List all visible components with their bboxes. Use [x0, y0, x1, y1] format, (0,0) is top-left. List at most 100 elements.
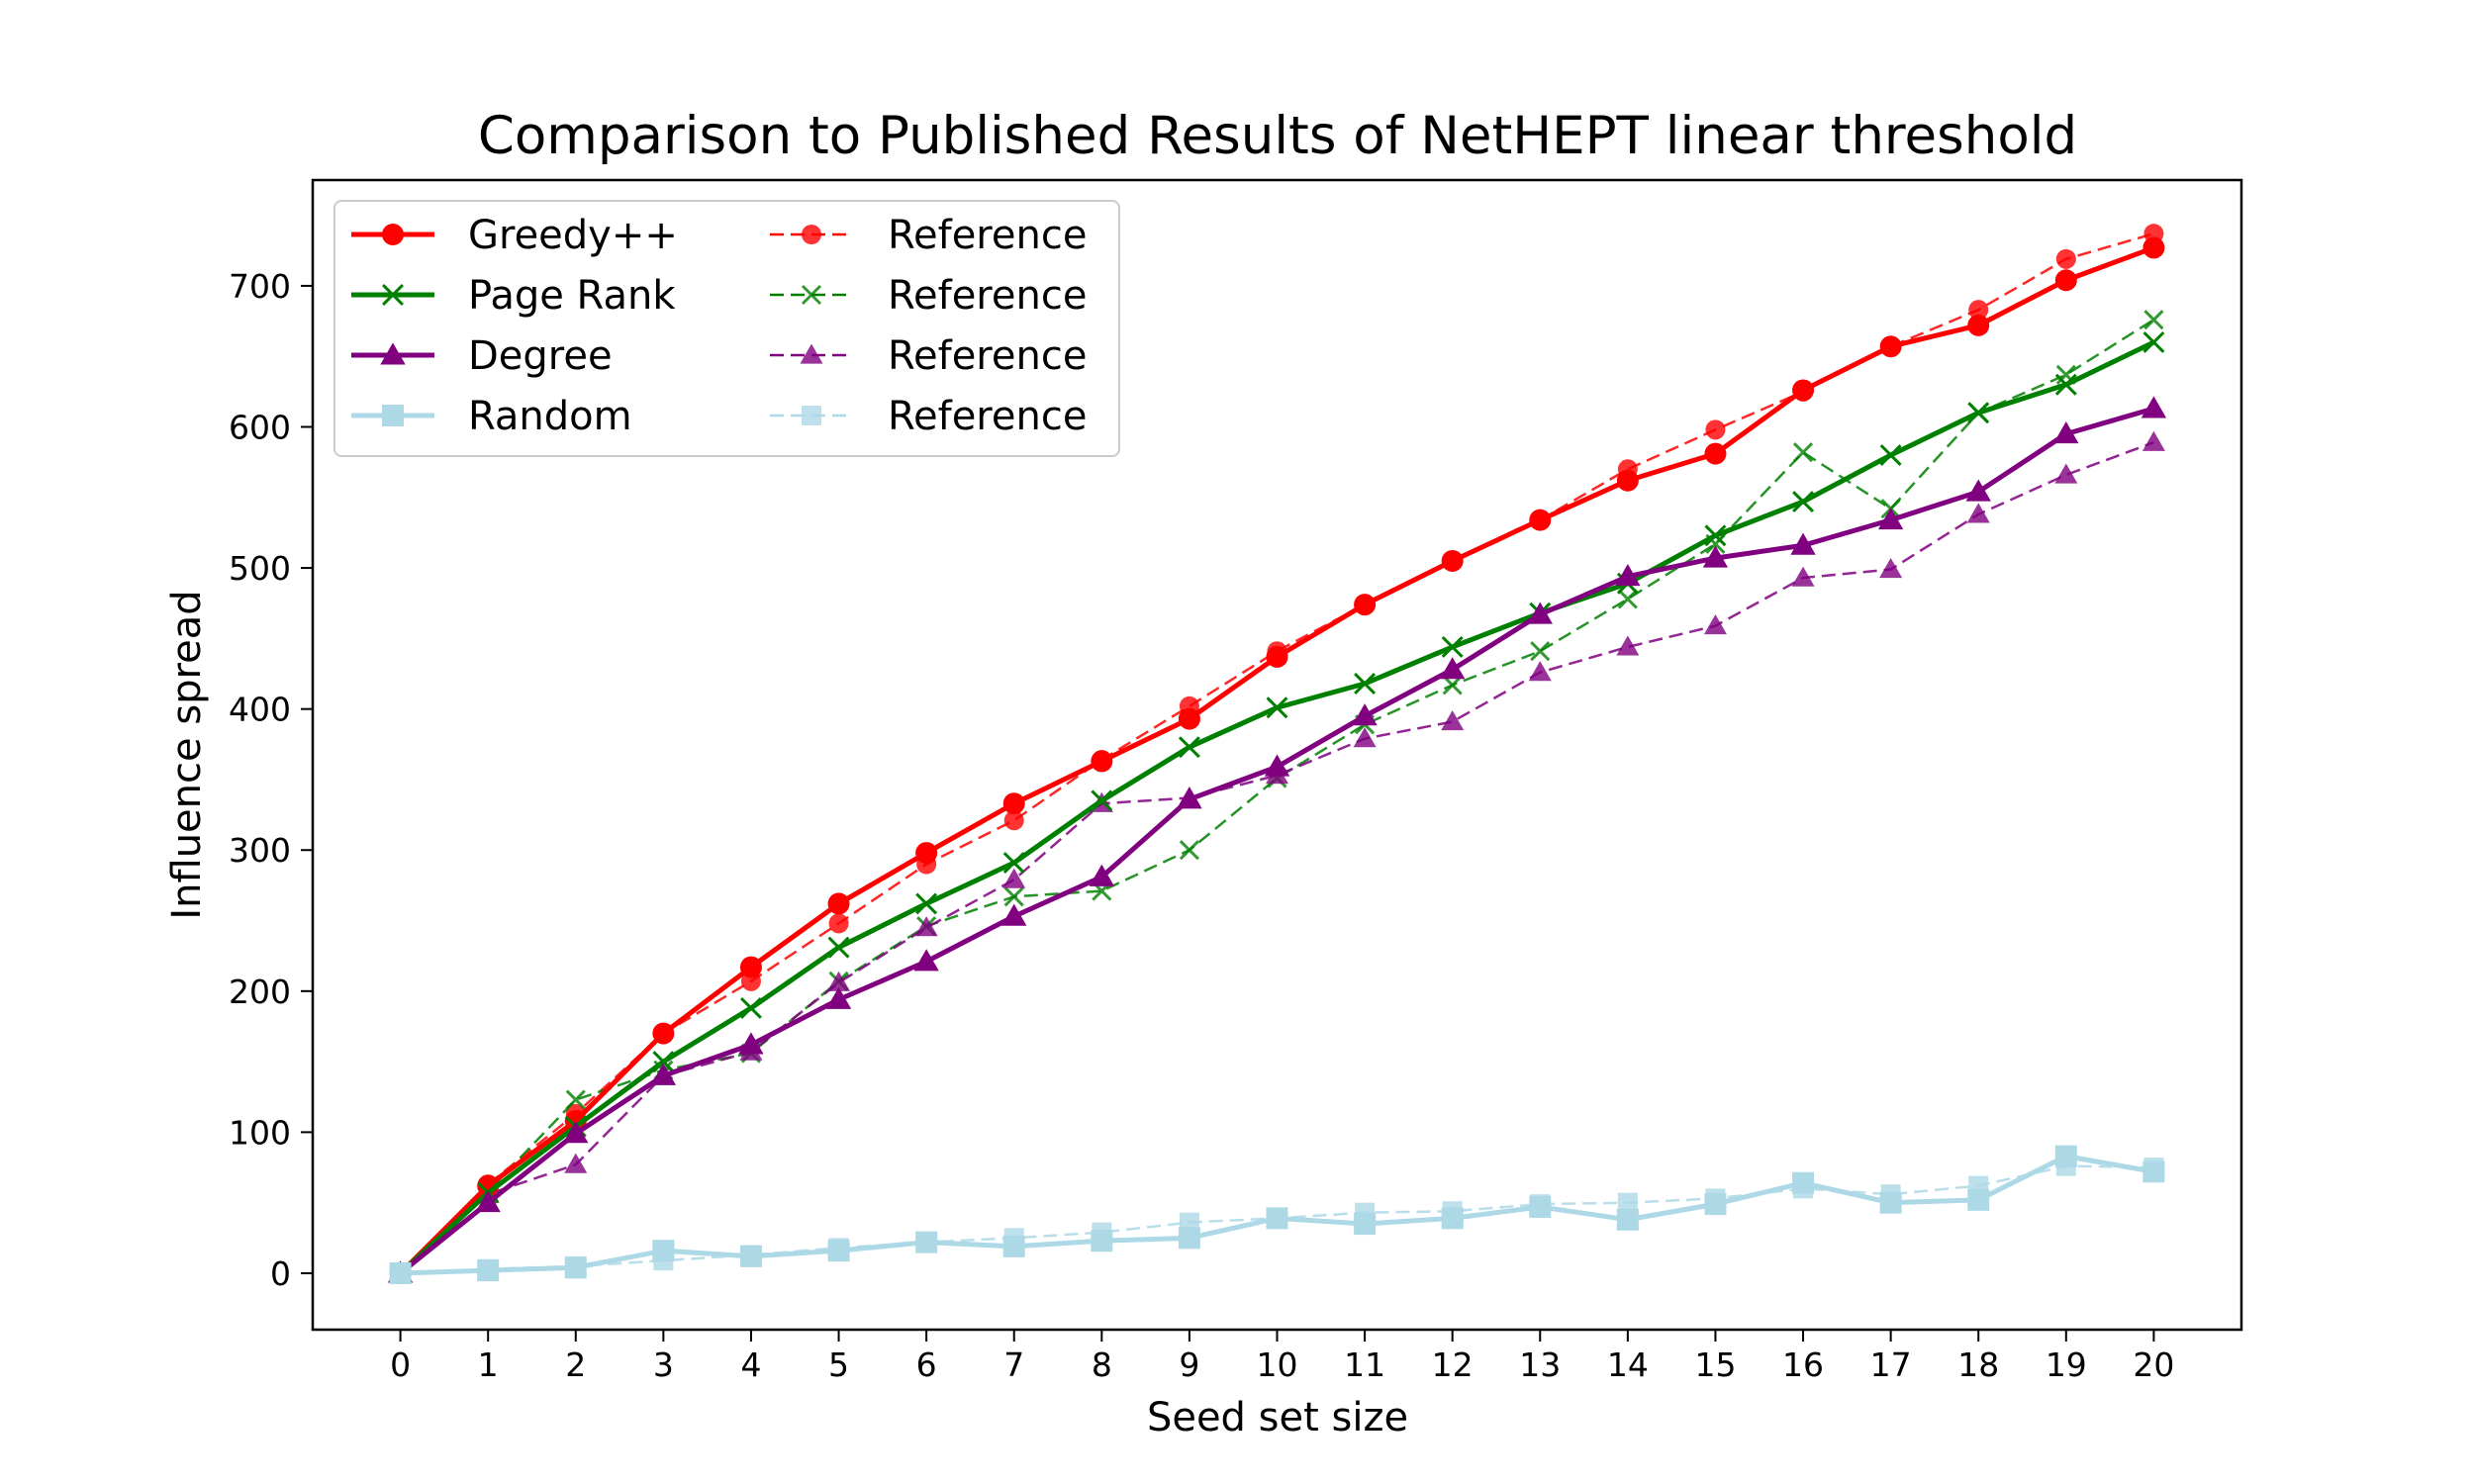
data-point: [1704, 442, 1727, 465]
data-point: [2143, 310, 2164, 330]
data-point: [1441, 549, 1464, 572]
data-point: [825, 986, 852, 1009]
legend: Greedy++ Page Rank Degree Random Reference Re…: [333, 200, 1120, 457]
legend-label: Reference: [888, 213, 1087, 258]
data-point: [1879, 444, 1902, 466]
legend-entry: Reference: [770, 213, 1087, 258]
data-point: [1177, 787, 1202, 809]
x-tick-label: 3: [653, 1345, 674, 1384]
data-point: [1089, 864, 1114, 886]
data-point: [1879, 558, 1903, 579]
x-axis-label: Seed set size: [1147, 1395, 1408, 1440]
x-tick-label: 7: [1003, 1345, 1024, 1384]
x-tick-label: 9: [1179, 1345, 1199, 1384]
data-point: [1617, 589, 1638, 609]
legend-entry: Page Rank: [351, 273, 676, 319]
y-tick-label: 300: [229, 831, 291, 870]
legend-label: Random: [468, 394, 632, 439]
data-point: [1530, 641, 1551, 662]
data-point: [1091, 789, 1113, 812]
y-tick-label: 200: [229, 973, 291, 1011]
axes: 0 1 2 3 4 5 6 7 8 9 10 11 12 13 14 15 16 17 18 19 2001002003…: [229, 267, 2174, 1384]
data-point: [1440, 657, 1466, 680]
data-point: [1966, 503, 1990, 523]
x-tick-label: 15: [1694, 1345, 1736, 1384]
data-point: [1354, 673, 1377, 695]
data-point: [1790, 532, 1816, 555]
y-tick-label: 100: [229, 1113, 291, 1152]
y-tick-label: 600: [229, 409, 291, 447]
data-point: [1353, 727, 1377, 748]
x-tick-label: 5: [828, 1345, 849, 1384]
data-point: [739, 996, 762, 1019]
legend-marker: [382, 405, 404, 426]
data-point: [565, 1089, 586, 1110]
data-point: [827, 892, 850, 915]
data-point: [738, 1032, 764, 1055]
data-point: [1266, 1207, 1288, 1230]
data-point: [1616, 469, 1639, 492]
data-point: [827, 936, 850, 959]
y-tick-label: 700: [229, 267, 291, 306]
data-point: [1354, 1213, 1377, 1236]
data-point: [1178, 736, 1200, 759]
data-point: [827, 971, 851, 991]
x-tick-label: 10: [1257, 1345, 1298, 1384]
data-point: [389, 1261, 412, 1284]
data-point: [1702, 545, 1729, 568]
legend-marker: [800, 343, 823, 364]
x-tick-label: 19: [2046, 1345, 2087, 1384]
data-point: [1091, 1230, 1113, 1252]
legend-label: Greedy++: [468, 213, 678, 258]
data-point: [1616, 635, 1640, 656]
data-point: [913, 949, 939, 972]
data-point: [563, 1121, 589, 1144]
x-tick-label: 14: [1607, 1345, 1649, 1384]
chart-title: Comparison to Published Results of NetHE…: [478, 106, 2077, 166]
y-tick-label: 400: [229, 691, 291, 729]
data-point: [1178, 707, 1200, 730]
data-point: [827, 1240, 850, 1262]
x-tick-label: 16: [1782, 1345, 1824, 1384]
data-point: [1179, 840, 1199, 861]
plot-area: [387, 224, 2167, 1284]
data-point: [652, 1022, 675, 1045]
legend-marker: [802, 225, 821, 244]
data-point: [2055, 248, 2076, 269]
legend-entry: Random: [351, 394, 632, 439]
legend-label: Page Rank: [468, 273, 676, 319]
data-point: [1967, 402, 1990, 424]
data-point: [1002, 1235, 1025, 1257]
x-tick-label: 8: [1092, 1345, 1112, 1384]
legend-marker: [380, 342, 406, 365]
legend-marker: [802, 406, 821, 425]
data-point: [1792, 379, 1815, 402]
data-point: [1441, 1207, 1464, 1230]
data-point: [1704, 524, 1727, 547]
data-point: [1441, 635, 1464, 658]
data-point: [1528, 661, 1552, 682]
data-point: [1527, 602, 1553, 624]
legend-marker: [382, 224, 404, 245]
legend-entry: Greedy++: [351, 213, 678, 258]
data-point: [2141, 430, 2165, 451]
data-point: [1352, 703, 1378, 726]
data-point: [2142, 331, 2165, 353]
data-point: [1264, 754, 1290, 777]
data-point: [1616, 1208, 1639, 1231]
data-point: [1002, 868, 1026, 888]
data-point: [1615, 563, 1641, 587]
series-line: [399, 319, 2155, 1274]
data-point: [477, 1259, 500, 1282]
plot-frame: [311, 178, 2243, 1332]
x-tick-label: 1: [478, 1345, 499, 1384]
data-point: [1791, 566, 1815, 587]
y-tick-label: 500: [229, 549, 291, 588]
data-point: [1617, 1192, 1638, 1213]
data-point: [1441, 709, 1465, 731]
x-tick-label: 11: [1344, 1345, 1385, 1384]
data-point: [1967, 1188, 1990, 1211]
legend-entry: Reference: [770, 333, 1087, 379]
data-point: [2054, 269, 2077, 292]
